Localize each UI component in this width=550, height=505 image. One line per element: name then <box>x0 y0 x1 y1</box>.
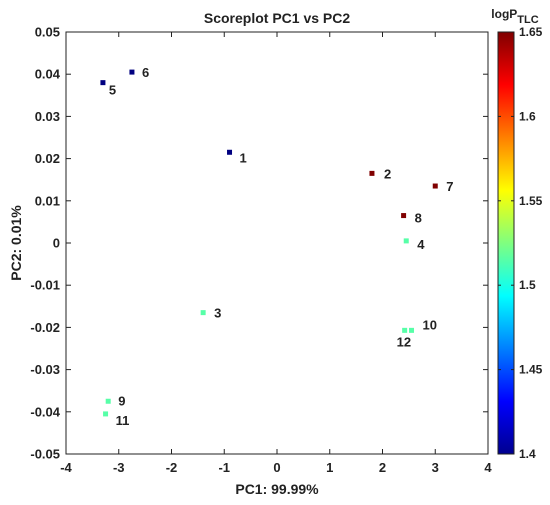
x-tick-label: -3 <box>113 460 125 475</box>
point-label-5: 5 <box>109 83 116 98</box>
point-marker-4 <box>403 238 409 244</box>
y-tick-label: 0 <box>53 236 60 251</box>
point-marker-9 <box>105 398 111 404</box>
colorbar-ticks: 1.4 1.45 1.5 1.55 1.6 1.65 <box>498 25 543 461</box>
y-tick-label: 0.01 <box>35 193 60 208</box>
y-tick-label: 0.05 <box>35 25 60 40</box>
colorbar-title: logPTLC <box>491 7 538 26</box>
y-tick-label: 0.03 <box>35 109 60 124</box>
y-tick-label: -0.02 <box>30 320 60 335</box>
point-label-10: 10 <box>423 317 437 332</box>
x-axis: -4 -3 -2 -1 0 1 2 3 4 <box>60 32 492 475</box>
y-tick-label: -0.01 <box>30 278 60 293</box>
point-label-8: 8 <box>415 211 422 226</box>
colorbar-tick-label: 1.4 <box>519 447 536 461</box>
point-marker-12 <box>402 327 408 333</box>
point-label-7: 7 <box>446 179 453 194</box>
point-marker-5 <box>100 80 106 86</box>
y-tick-label: -0.05 <box>30 447 60 462</box>
plot-area-frame <box>65 31 489 455</box>
y-tick-label: -0.04 <box>30 404 60 419</box>
point-marker-3 <box>200 310 206 316</box>
y-axis-title: PC2: 0.01% <box>8 205 24 281</box>
x-tick-label: 1 <box>326 460 333 475</box>
colorbar-tick-label: 1.55 <box>519 194 543 208</box>
colorbar-tick-label: 1.45 <box>519 363 543 377</box>
y-axis: -0.05 -0.04 -0.03 -0.02 -0.01 0 0.01 0.02 0.03 0.… <box>30 25 488 462</box>
x-tick-label: -1 <box>218 460 230 475</box>
point-label-12: 12 <box>397 334 411 349</box>
point-marker-8 <box>401 213 407 219</box>
x-tick-label: 0 <box>273 460 280 475</box>
colorbar-tick-label: 1.6 <box>519 109 536 123</box>
colorbar-tick-label: 1.5 <box>519 278 536 292</box>
point-marker-6 <box>129 69 135 75</box>
x-axis-title: PC1: 99.99% <box>235 481 319 497</box>
point-label-4: 4 <box>417 237 425 252</box>
chart-title: Scoreplot PC1 vs PC2 <box>204 10 350 26</box>
point-label-11: 11 <box>116 413 130 428</box>
point-marker-2 <box>369 170 375 176</box>
point-label-6: 6 <box>142 65 149 80</box>
colorbar-gradient <box>497 31 515 455</box>
colorbar-title-subscript: TLC <box>517 14 538 26</box>
point-marker-10 <box>409 327 415 333</box>
point-label-9: 9 <box>118 393 125 408</box>
colorbar: logPTLC 1.4 1.45 1.5 1.55 1.6 1.65 <box>491 7 542 461</box>
point-label-3: 3 <box>214 306 221 321</box>
point-label-1: 1 <box>240 150 247 165</box>
y-tick-label: -0.03 <box>30 362 60 377</box>
point-label-2: 2 <box>384 166 391 181</box>
x-tick-label: 3 <box>432 460 439 475</box>
x-tick-label: -4 <box>60 460 72 475</box>
y-tick-label: 0.02 <box>35 151 60 166</box>
x-tick-label: 2 <box>379 460 386 475</box>
x-tick-label: -2 <box>166 460 178 475</box>
point-marker-11 <box>103 411 109 417</box>
x-tick-label: 4 <box>484 460 492 475</box>
point-marker-7 <box>432 183 438 189</box>
colorbar-title-main: logP <box>491 7 517 21</box>
y-tick-label: 0.04 <box>35 67 61 82</box>
point-marker-1 <box>227 149 233 155</box>
colorbar-tick-label: 1.65 <box>519 25 543 39</box>
